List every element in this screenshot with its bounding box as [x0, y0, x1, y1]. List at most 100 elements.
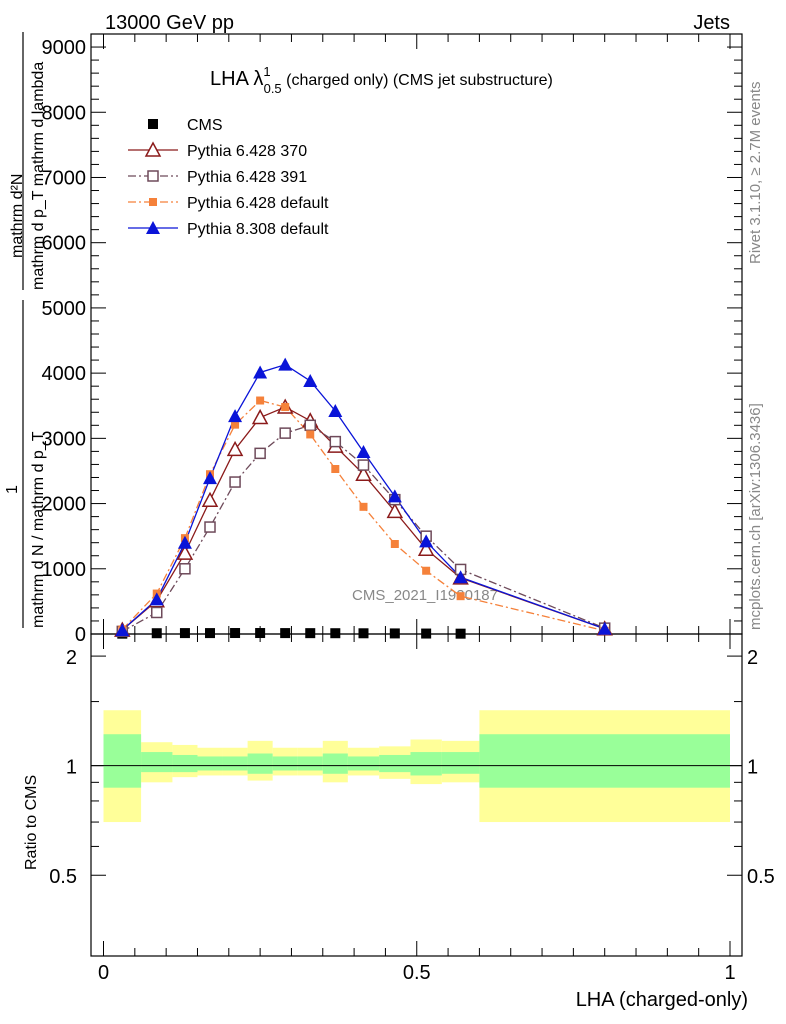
plot-title-suffix: (charged only) (CMS jet substructure) — [282, 72, 553, 89]
ratio-inner-band-bin — [322, 753, 348, 774]
ratio-y-tick-label-right: 2 — [747, 647, 758, 669]
data-point-series-4 — [115, 623, 130, 637]
data-point-series-4 — [453, 570, 468, 584]
data-point-series-0 — [389, 628, 400, 639]
data-point-series-2 — [329, 435, 342, 448]
legend-marker — [149, 198, 157, 206]
ratio-y-tick-label-right: 0.5 — [747, 866, 775, 888]
data-point-series-4 — [177, 535, 192, 549]
header-left: 13000 GeV pp — [105, 12, 234, 34]
ratio-inner-band-bin — [222, 756, 248, 771]
plot-title: LHA λ1 0.5 (charged only) (CMS jet substr… — [210, 64, 553, 96]
analysis-watermark: CMS_2021_I1920187 — [352, 587, 498, 604]
ratio-inner-band-bin — [441, 752, 480, 774]
data-point-series-3 — [456, 592, 465, 601]
ratio-inner-band-bin — [297, 756, 323, 771]
ratio-band-layer — [91, 710, 742, 823]
data-point-series-2 — [254, 447, 266, 460]
data-point-series-1 — [386, 502, 404, 519]
data-point-series-4 — [328, 403, 343, 417]
x-tick-label: 0.5 — [403, 962, 431, 984]
ylabel-prefactor-numerator: 1 — [4, 485, 21, 494]
data-point-series-0 — [179, 628, 190, 639]
data-point-series-1 — [417, 540, 435, 556]
ylabel-prefactor-denominator: mathrm d N / mathrm d p_T — [30, 431, 47, 628]
plot-title-prefix: LHA λ — [210, 68, 263, 90]
data-point-series-2 — [304, 419, 316, 432]
data-point-series-4 — [278, 357, 293, 371]
rivet-label: Rivet 3.1.10, ≥ 2.7M events — [747, 82, 764, 265]
y-tick-label: 4000 — [42, 363, 87, 385]
data-point-series-1 — [251, 408, 269, 425]
data-point-series-0 — [230, 628, 241, 639]
y-tick-label: 6000 — [42, 233, 87, 255]
ratio-inner-band-bin — [410, 752, 442, 776]
plot-title-sub: 0.5 — [264, 81, 282, 96]
y-tick-label: 8000 — [42, 102, 87, 124]
series-line-3 — [121, 399, 605, 632]
header-right: Jets — [693, 12, 730, 34]
data-point-series-4 — [303, 373, 318, 387]
ylabel-numerator: mathrm d²N — [9, 174, 26, 258]
ratio-inner-band-bin — [272, 756, 298, 771]
data-point-series-3 — [306, 430, 315, 439]
legend-label: CMS — [187, 117, 223, 134]
data-point-series-4 — [203, 471, 218, 485]
data-point-series-3 — [331, 465, 340, 473]
data-point-series-0 — [205, 628, 216, 639]
data-point-series-3 — [231, 420, 240, 429]
ratio-inner-band-bin — [379, 754, 411, 773]
legend-label: Pythia 6.428 default — [187, 195, 329, 212]
mcplots-label: mcplots.cern.ch [arXiv:1306.3436] — [747, 403, 764, 630]
data-point-series-2 — [229, 476, 241, 488]
y-tick-label: 3000 — [42, 428, 87, 450]
data-point-series-0 — [151, 628, 162, 639]
plot-title-sup: 1 — [263, 64, 270, 79]
ratio-inner-band-bin — [172, 754, 198, 773]
ratio-y-tick-label: 0.5 — [49, 866, 77, 888]
ratio-inner-band-bin — [103, 734, 142, 788]
data-point-series-3 — [281, 403, 290, 412]
y-tick-label: 5000 — [42, 298, 87, 320]
ratio-inner-band-bin — [347, 756, 380, 771]
data-point-series-1 — [176, 544, 194, 560]
ratio-inner-band-bin — [197, 756, 223, 771]
data-point-series-2 — [279, 427, 291, 439]
ratio-inner-band-bin — [479, 734, 730, 788]
data-point-series-4 — [228, 409, 243, 423]
legend-label: Pythia 6.428 391 — [187, 169, 307, 186]
ratio-plot-area: 0 0.5 1 0.5 0.5 1 1 2 2 — [49, 633, 775, 984]
legend-marker — [144, 141, 162, 157]
data-point-series-4 — [419, 534, 434, 548]
x-axis-label: LHA (charged-only) — [576, 989, 748, 1011]
data-point-series-0 — [421, 628, 432, 639]
legend-marker — [148, 119, 158, 129]
data-point-series-3 — [390, 540, 399, 548]
main-y-axis-label: mathrm d²N mathrm d p_T mathrm d lambda … — [4, 32, 47, 628]
data-point-series-3 — [256, 396, 265, 405]
data-point-series-4 — [597, 621, 612, 635]
data-point-series-1 — [355, 465, 372, 481]
legend-marker — [147, 170, 159, 182]
data-point-series-1 — [201, 491, 219, 508]
series-line-2 — [121, 424, 605, 632]
ratio-y-tick-label: 1 — [66, 757, 77, 779]
data-point-series-4 — [149, 592, 164, 606]
ylabel-denominator: mathrm d p_T mathrm d lambda — [30, 62, 47, 290]
x-tick-label: 1 — [724, 962, 735, 984]
data-point-series-2 — [151, 606, 163, 619]
data-point-series-0 — [280, 628, 291, 639]
data-point-series-2 — [179, 563, 191, 575]
data-point-series-0 — [305, 628, 316, 639]
data-point-series-0 — [255, 628, 266, 639]
data-point-series-4 — [387, 489, 402, 503]
legend-label: Pythia 6.428 370 — [187, 143, 307, 160]
data-point-series-3 — [422, 566, 431, 575]
y-tick-label: 2000 — [42, 494, 87, 516]
y-tick-label: 0 — [75, 624, 86, 646]
ratio-inner-band-bin — [141, 752, 173, 773]
data-point-series-4 — [356, 445, 371, 459]
data-point-series-0 — [330, 628, 341, 639]
data-point-series-2 — [357, 459, 370, 471]
data-point-series-3 — [359, 502, 368, 511]
